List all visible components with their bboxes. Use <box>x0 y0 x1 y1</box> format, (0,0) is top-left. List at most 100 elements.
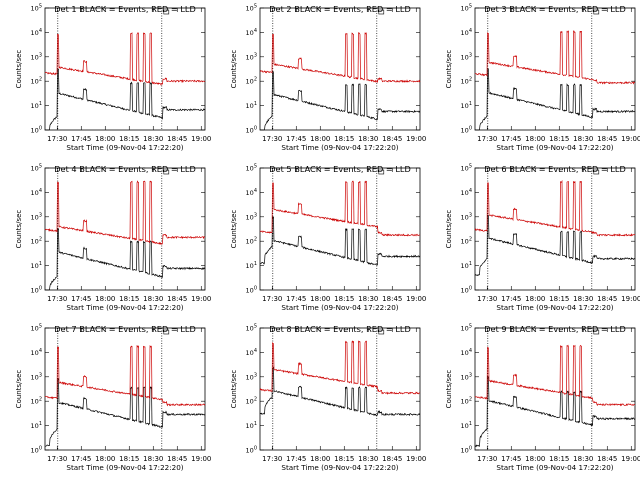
y-tick-label: 103 <box>246 372 257 381</box>
y-tick-label: 100 <box>461 126 472 135</box>
y-tick-exponent: 1 <box>469 261 472 267</box>
y-tick-exponent: 4 <box>469 28 472 34</box>
lld-series-line <box>474 344 636 407</box>
plot-frame <box>44 167 206 291</box>
y-tick-label: 101 <box>31 101 42 110</box>
y-tick-exponent: 0 <box>39 126 42 132</box>
y-tick-label: 101 <box>461 261 472 270</box>
x-tick-label: 17:30 <box>477 295 497 303</box>
marker-flag <box>378 169 385 175</box>
marker-flag <box>593 9 600 15</box>
y-tick-exponent: 1 <box>469 421 472 427</box>
y-tick-label: 100 <box>31 446 42 455</box>
x-tick-label: 18:45 <box>597 455 617 463</box>
x-tick-label: 18:45 <box>167 295 187 303</box>
y-tick-exponent: 4 <box>469 348 472 354</box>
y-tick-exponent: 1 <box>39 101 42 107</box>
x-tick-label: 17:45 <box>71 135 91 143</box>
events-series-line <box>474 376 636 448</box>
marker-flag <box>593 169 600 175</box>
y-tick-label: 105 <box>246 164 257 173</box>
x-tick-label: 19:00 <box>621 295 640 303</box>
x-tick-label: 17:30 <box>47 455 67 463</box>
y-axis-label: Counts/sec <box>230 210 238 249</box>
y-tick-exponent: 2 <box>469 237 472 243</box>
x-tick-label: 18:15 <box>119 295 139 303</box>
y-tick-exponent: 5 <box>254 324 257 330</box>
y-tick-label: 100 <box>246 126 257 135</box>
x-tick-label: 18:30 <box>573 295 593 303</box>
y-tick-label: 100 <box>246 446 257 455</box>
y-tick-exponent: 5 <box>254 4 257 10</box>
x-tick-label: 17:45 <box>501 135 521 143</box>
x-tick-label: 17:30 <box>477 135 497 143</box>
plot-frame <box>259 167 421 291</box>
x-axis-label: Start Time (09-Nov-04 17:22:20) <box>496 143 613 152</box>
panel-title: Det 5 BLACK = Events, RED = LLD <box>269 164 411 174</box>
y-tick-label: 104 <box>31 188 42 197</box>
y-tick-exponent: 2 <box>254 397 257 403</box>
x-tick-label: 18:15 <box>334 455 354 463</box>
plot-frame <box>44 7 206 131</box>
y-tick-label: 102 <box>31 237 42 246</box>
x-tick-label: 18:45 <box>597 295 617 303</box>
x-tick-label: 18:15 <box>334 135 354 143</box>
x-tick-label: 18:30 <box>143 295 163 303</box>
y-tick-label: 103 <box>31 52 42 61</box>
y-tick-label: 103 <box>246 52 257 61</box>
y-axis-label: Counts/sec <box>15 370 23 409</box>
y-tick-exponent: 1 <box>39 421 42 427</box>
y-tick-exponent: 3 <box>254 52 257 58</box>
events-series-line <box>259 365 421 417</box>
y-tick-label: 103 <box>31 212 42 221</box>
x-tick-label: 17:30 <box>47 135 67 143</box>
y-tick-exponent: 2 <box>254 237 257 243</box>
y-tick-exponent: 0 <box>469 446 472 452</box>
y-tick-exponent: 0 <box>469 286 472 292</box>
x-tick-label: 19:00 <box>191 455 211 463</box>
events-series-line <box>44 378 206 447</box>
panel-det2: Det 2 BLACK = Events, RED = LLD100101102… <box>230 4 426 153</box>
y-tick-exponent: 5 <box>39 324 42 330</box>
lld-series-line <box>44 180 206 245</box>
x-tick-label: 19:00 <box>406 135 426 143</box>
x-tick-label: 18:45 <box>167 135 187 143</box>
y-tick-exponent: 3 <box>39 372 42 378</box>
y-tick-label: 101 <box>246 421 257 430</box>
marker-flag <box>163 169 170 175</box>
y-tick-label: 101 <box>461 101 472 110</box>
y-tick-label: 101 <box>246 101 257 110</box>
y-axis-label: Counts/sec <box>15 50 23 89</box>
panel-title: Det 2 BLACK = Events, RED = LLD <box>269 4 411 14</box>
panel-det3: Det 3 BLACK = Events, RED = LLD100101102… <box>445 4 640 153</box>
y-tick-exponent: 0 <box>254 446 257 452</box>
x-tick-label: 17:30 <box>47 295 67 303</box>
panel-title: Det 4 BLACK = Events, RED = LLD <box>54 164 196 174</box>
y-tick-label: 105 <box>461 164 472 173</box>
y-axis-label: Counts/sec <box>15 210 23 249</box>
x-tick-label: 18:30 <box>573 135 593 143</box>
x-tick-label: 18:00 <box>310 135 330 143</box>
y-tick-label: 105 <box>461 324 472 333</box>
y-tick-label: 102 <box>461 77 472 86</box>
panel-title: Det 6 BLACK = Events, RED = LLD <box>484 164 626 174</box>
y-tick-label: 104 <box>31 348 42 357</box>
x-axis-label: Start Time (09-Nov-04 17:22:20) <box>496 303 613 312</box>
y-tick-label: 100 <box>461 446 472 455</box>
x-tick-label: 18:45 <box>382 455 402 463</box>
lld-series-line <box>44 32 206 87</box>
y-tick-label: 100 <box>31 286 42 295</box>
y-axis-label: Counts/sec <box>445 210 453 249</box>
x-tick-label: 17:45 <box>286 295 306 303</box>
x-tick-label: 17:45 <box>501 455 521 463</box>
x-tick-label: 17:30 <box>262 295 282 303</box>
y-tick-label: 105 <box>31 324 42 333</box>
lld-series-line <box>259 180 421 237</box>
y-tick-exponent: 5 <box>39 4 42 10</box>
y-tick-label: 105 <box>31 164 42 173</box>
y-tick-exponent: 1 <box>254 101 257 107</box>
lld-series-line <box>474 179 636 237</box>
x-tick-label: 18:30 <box>358 455 378 463</box>
y-tick-exponent: 4 <box>39 348 42 354</box>
y-tick-exponent: 2 <box>469 77 472 83</box>
